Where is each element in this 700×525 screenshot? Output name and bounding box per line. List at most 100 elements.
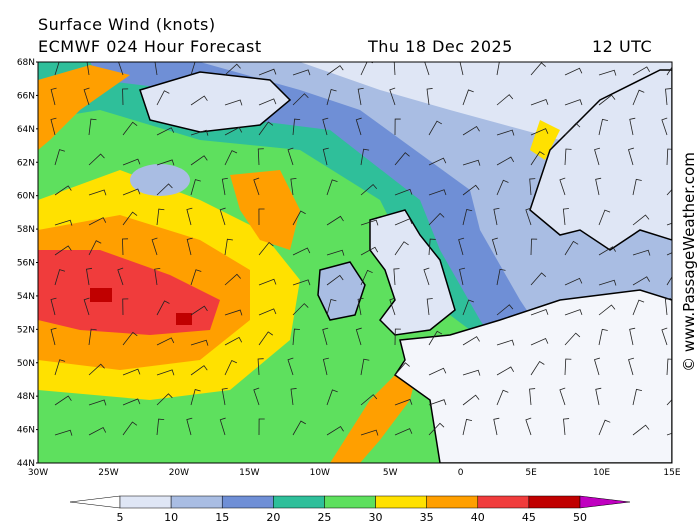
wind-barb bbox=[462, 208, 473, 226]
wind-barb bbox=[564, 332, 581, 346]
wind-barb bbox=[186, 417, 193, 436]
wind-barb bbox=[287, 357, 294, 376]
wind-barb bbox=[529, 388, 536, 406]
colorbar-swatch bbox=[477, 495, 530, 509]
wind-barb bbox=[221, 177, 228, 196]
wind-barb bbox=[496, 268, 506, 286]
wind-barb bbox=[666, 148, 672, 166]
colorbar-swatch bbox=[119, 495, 172, 509]
colorbar-swatch bbox=[324, 495, 376, 509]
wind-barb bbox=[326, 425, 344, 436]
wind-barb bbox=[190, 365, 208, 376]
wind-barb bbox=[394, 188, 413, 196]
wind-barb bbox=[530, 337, 549, 346]
wind-barb bbox=[290, 388, 297, 406]
colorbar-label: 45 bbox=[522, 511, 536, 524]
wind-barb bbox=[491, 237, 498, 256]
wind-barb bbox=[357, 87, 364, 106]
wind-barb bbox=[54, 395, 72, 406]
wind-barb bbox=[322, 147, 329, 166]
wind-barb bbox=[394, 398, 413, 406]
wind-barb bbox=[122, 368, 141, 376]
wind-barb bbox=[632, 89, 645, 106]
wind-barb bbox=[428, 238, 436, 256]
date-label: Thu 18 Dec 2025 bbox=[367, 37, 513, 56]
wind-barb bbox=[54, 219, 73, 226]
wind-barb bbox=[598, 279, 617, 286]
wind-barb bbox=[462, 369, 481, 376]
wind-barb bbox=[394, 152, 410, 166]
wind-barb bbox=[154, 267, 161, 286]
wind-barb bbox=[661, 327, 668, 346]
wind-barb bbox=[292, 247, 311, 256]
longitude-label: 10W bbox=[310, 468, 330, 478]
wind-barb bbox=[88, 328, 97, 346]
wind-barb bbox=[564, 99, 583, 106]
wind-barb bbox=[122, 238, 129, 256]
wind-barb bbox=[326, 249, 345, 256]
wind-barb bbox=[462, 89, 474, 106]
wind-barb bbox=[292, 93, 309, 106]
wind-barb bbox=[54, 62, 60, 76]
wind-barb bbox=[559, 387, 566, 406]
wind-barb bbox=[156, 127, 175, 136]
wind-barb bbox=[496, 366, 514, 376]
wind-barb bbox=[360, 219, 379, 226]
wind-barb bbox=[426, 88, 433, 106]
wind-barb bbox=[122, 88, 129, 106]
map-title: Surface Wind (knots) bbox=[38, 15, 216, 34]
wind-barb bbox=[389, 297, 396, 316]
wind-barb bbox=[496, 304, 514, 316]
wind-barb bbox=[257, 148, 264, 166]
wind-barb bbox=[253, 177, 260, 196]
wind-barb bbox=[224, 150, 238, 166]
colorbar-swatch bbox=[170, 495, 223, 509]
wind-barb bbox=[156, 159, 175, 166]
wind-barb bbox=[156, 337, 175, 346]
wind-barb bbox=[428, 212, 445, 226]
wind-barb bbox=[190, 305, 208, 316]
wind-barb bbox=[355, 327, 362, 346]
wind-barb bbox=[360, 269, 373, 286]
wind-barb bbox=[88, 217, 107, 226]
wind-field bbox=[38, 62, 672, 463]
longitude-label: 30W bbox=[28, 468, 48, 478]
wind-barb bbox=[156, 90, 170, 106]
wind-barb bbox=[666, 399, 672, 406]
wind-barb bbox=[665, 88, 672, 106]
wind-barb bbox=[292, 420, 306, 436]
latitude-label: 52N bbox=[17, 325, 35, 335]
wind-barb bbox=[598, 419, 611, 436]
wind-barb bbox=[190, 155, 208, 166]
wind-barb bbox=[530, 62, 546, 76]
wind-barb bbox=[224, 273, 241, 286]
wind-barb bbox=[156, 183, 173, 196]
wind-barb bbox=[428, 399, 447, 406]
wind-barb bbox=[224, 238, 233, 256]
wind-barb bbox=[122, 421, 138, 436]
wind-barb bbox=[564, 277, 583, 286]
wind-barb bbox=[559, 177, 566, 196]
wind-barb bbox=[326, 215, 344, 226]
wind-barb bbox=[117, 267, 124, 286]
wind-barb bbox=[54, 149, 65, 166]
wind-barb bbox=[459, 267, 466, 286]
wind-barb bbox=[221, 387, 228, 406]
wind-barb bbox=[632, 178, 642, 196]
wind-barb bbox=[593, 357, 600, 376]
longitude-label: 5W bbox=[383, 468, 398, 478]
wind-barb bbox=[156, 208, 165, 226]
wind-barb bbox=[595, 177, 602, 196]
wind-barb bbox=[598, 69, 617, 76]
wind-barb bbox=[462, 184, 480, 196]
wind-barb bbox=[661, 117, 668, 136]
wind-barb bbox=[292, 118, 301, 136]
wind-barb bbox=[496, 94, 514, 106]
wind-barb bbox=[462, 336, 480, 346]
wind-barb bbox=[394, 362, 410, 376]
wind-barb bbox=[186, 237, 193, 256]
wind-barb bbox=[598, 118, 609, 136]
wind-barb bbox=[224, 99, 243, 106]
wind-barb bbox=[666, 276, 672, 286]
wind-barb bbox=[426, 298, 433, 316]
